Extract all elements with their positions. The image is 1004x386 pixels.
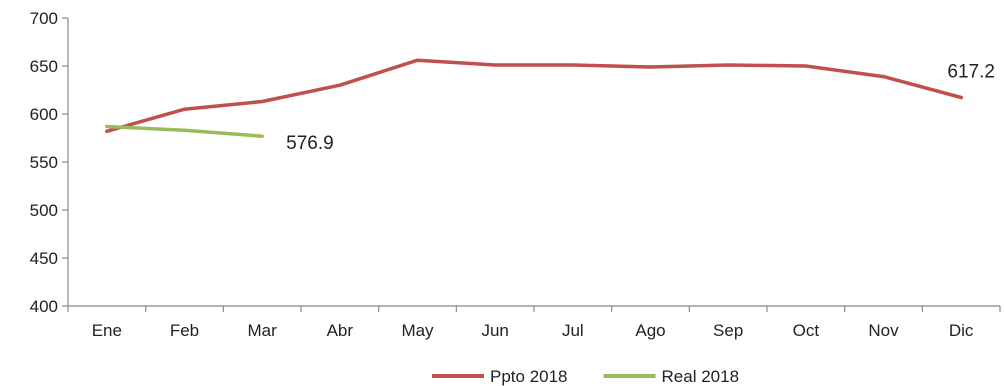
data-point-real-2018 bbox=[182, 128, 187, 132]
data-point-real-2018 bbox=[260, 134, 264, 138]
y-tick-label: 550 bbox=[30, 153, 58, 172]
x-tick-label: Nov bbox=[868, 321, 899, 340]
legend-label: Ppto 2018 bbox=[490, 367, 568, 386]
data-point-ppto-2018 bbox=[182, 107, 187, 111]
data-point-ppto-2018 bbox=[571, 63, 575, 67]
series-layer bbox=[105, 58, 963, 138]
data-point-ppto-2018 bbox=[415, 58, 420, 62]
y-tick-label: 400 bbox=[30, 297, 58, 316]
data-point-ppto-2018 bbox=[260, 99, 264, 104]
x-tick-label: Abr bbox=[327, 321, 354, 340]
data-point-ppto-2018 bbox=[105, 129, 109, 133]
data-point-ppto-2018 bbox=[648, 65, 653, 69]
x-tick-label: Jul bbox=[562, 321, 584, 340]
data-label: 617.2 bbox=[947, 61, 995, 82]
data-point-ppto-2018 bbox=[959, 95, 963, 100]
data-point-ppto-2018 bbox=[804, 64, 808, 68]
x-ticks: Ene Feb Mar Abr May Jun Jul Ago Sep Oct Nov Dic bbox=[67, 306, 1001, 340]
y-tick-label: 650 bbox=[30, 57, 58, 76]
y-tick-label: 700 bbox=[30, 9, 58, 28]
legend-label: Real 2018 bbox=[662, 367, 740, 386]
x-tick-label: Dic bbox=[949, 321, 974, 340]
x-tick-label: Jun bbox=[481, 321, 508, 340]
y-tick-label: 600 bbox=[30, 105, 58, 124]
data-point-ppto-2018 bbox=[338, 83, 342, 87]
axes bbox=[67, 18, 1000, 307]
y-ticks: 400 450 500 550 600 650 700 bbox=[30, 9, 68, 316]
x-tick-label: Feb bbox=[170, 321, 199, 340]
x-tick-label: Oct bbox=[793, 321, 820, 340]
x-tick-label: Ene bbox=[92, 321, 122, 340]
x-tick-label: Mar bbox=[248, 321, 278, 340]
x-tick-label: Ago bbox=[635, 321, 665, 340]
data-point-real-2018 bbox=[105, 124, 109, 129]
series-line-ppto-2018 bbox=[105, 58, 963, 134]
x-tick-label: Sep bbox=[713, 321, 743, 340]
y-tick-label: 500 bbox=[30, 201, 58, 220]
data-point-ppto-2018 bbox=[726, 63, 730, 67]
y-tick-label: 450 bbox=[30, 249, 58, 268]
x-tick-label: May bbox=[401, 321, 434, 340]
data-point-ppto-2018 bbox=[493, 63, 497, 67]
annotation-layer: 576.9 617.2 bbox=[286, 61, 995, 154]
legend: Ppto 2018 Real 2018 bbox=[432, 367, 739, 386]
data-label: 576.9 bbox=[286, 133, 334, 154]
data-point-ppto-2018 bbox=[881, 74, 886, 79]
